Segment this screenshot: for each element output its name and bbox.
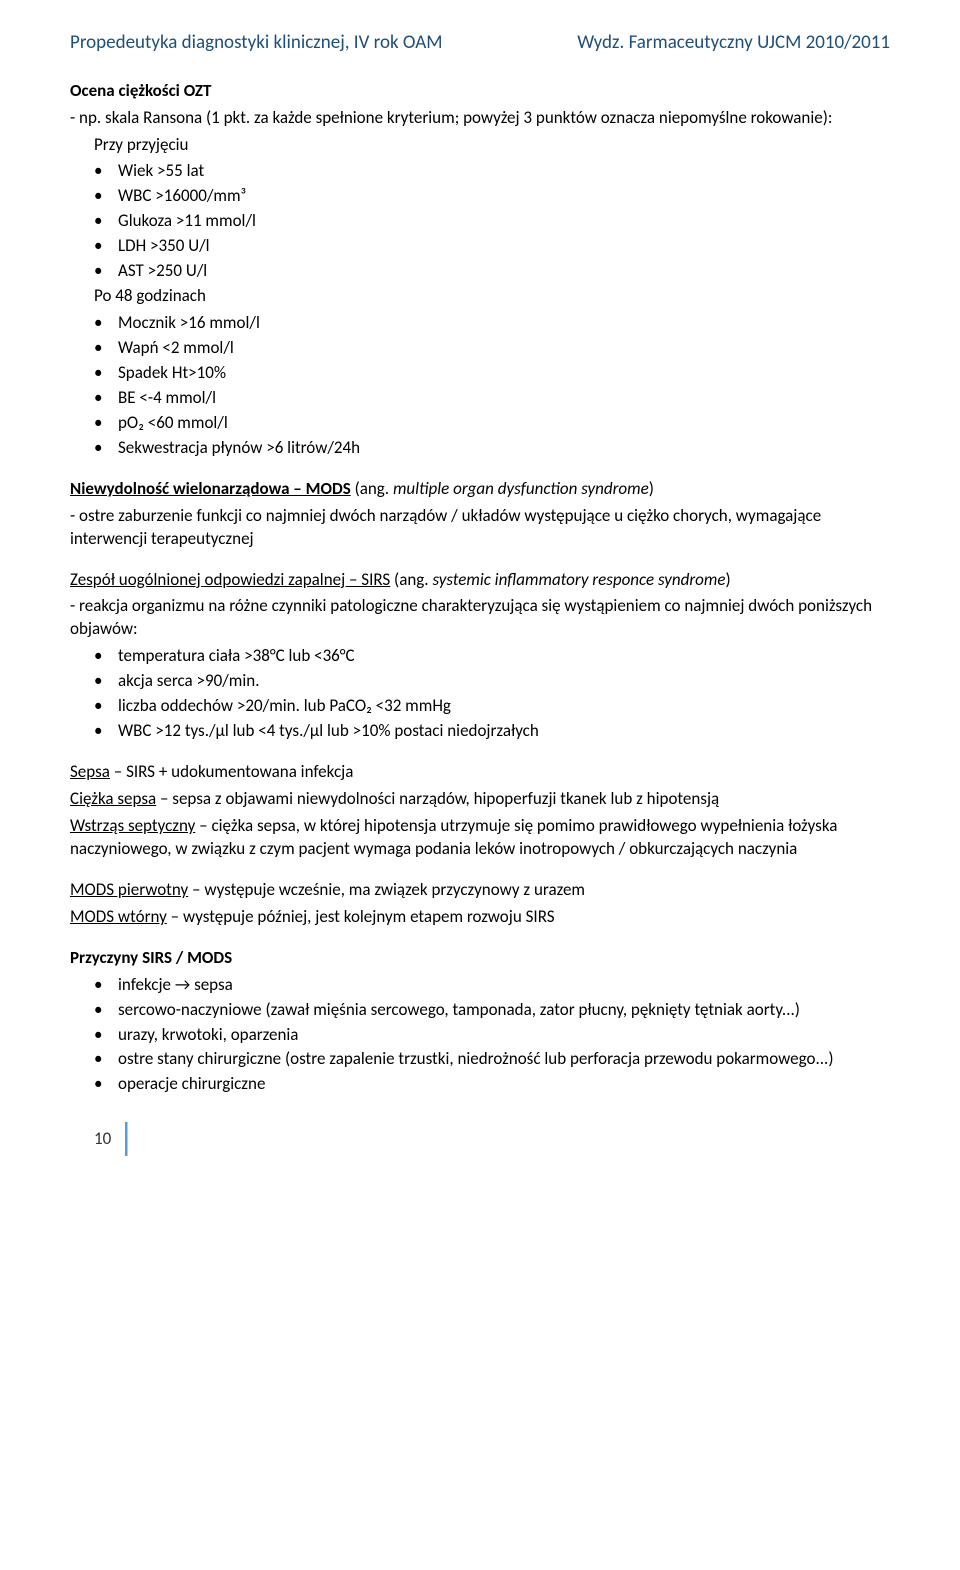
sepsa-def: – SIRS + udokumentowana infekcja bbox=[110, 761, 353, 782]
list-item: LDH >350 U/l bbox=[118, 235, 890, 258]
sepsa-term: Sepsa bbox=[70, 761, 110, 782]
admission-list: Wiek >55 lat WBC >16000/mm³ Glukoza >11 … bbox=[70, 160, 890, 283]
sirs-heading: Zespół uogólnionej odpowiedzi zapalnej –… bbox=[70, 569, 890, 592]
causes-section: Przyczyny SIRS / MODS infekcje → sepsa s… bbox=[70, 947, 890, 1097]
mods-primary-def: – występuje wcześnie, ma związek przyczy… bbox=[188, 879, 585, 900]
list-item: Wapń <2 mmol/l bbox=[118, 337, 890, 360]
mods-ang-close: ) bbox=[649, 478, 654, 499]
list-item: WBC >12 tys./μl lub <4 tys./μl lub >10% … bbox=[118, 720, 890, 743]
list-item: Spadek Ht>10% bbox=[118, 362, 890, 385]
sirs-section: Zespół uogólnionej odpowiedzi zapalnej –… bbox=[70, 569, 890, 744]
sirs-ang-open: (ang. bbox=[390, 569, 432, 590]
sirs-list: temperatura ciała >38°C lub <36°C akcja … bbox=[70, 645, 890, 743]
list-item: Mocznik >16 mmol/l bbox=[118, 312, 890, 335]
list-item: pO₂ <60 mmol/l bbox=[118, 412, 890, 435]
ciezka-def: – sepsa z objawami niewydolności narządó… bbox=[156, 788, 719, 809]
mods-secondary-def: – występuje później, jest kolejnym etape… bbox=[167, 906, 555, 927]
list-item: WBC >16000/mm³ bbox=[118, 185, 890, 208]
list-item: urazy, krwotoki, oparzenia bbox=[118, 1024, 890, 1047]
list-item: infekcje → sepsa bbox=[118, 974, 890, 997]
mods-heading: Niewydolność wielonarządowa – MODS (ang.… bbox=[70, 478, 890, 501]
mods-secondary-row: MODS wtórny – występuje później, jest ko… bbox=[70, 906, 890, 929]
list-item: AST >250 U/l bbox=[118, 260, 890, 283]
sirs-ang-term: systemic inflammatory responce syndrome bbox=[432, 569, 725, 590]
mods-types-section: MODS pierwotny – występuje wcześnie, ma … bbox=[70, 879, 890, 929]
mods-primary-row: MODS pierwotny – występuje wcześnie, ma … bbox=[70, 879, 890, 902]
list-item: operacje chirurgiczne bbox=[118, 1073, 890, 1096]
mods-secondary-term: MODS wtórny bbox=[70, 906, 167, 927]
page-number: 10 bbox=[90, 1126, 115, 1153]
mods-ang-term: multiple organ dysfunction syndrome bbox=[393, 478, 649, 499]
wstrzas-row: Wstrząs septyczny – ciężka sepsa, w któr… bbox=[70, 815, 890, 861]
ozt-title: Ocena ciężkości OZT bbox=[70, 80, 890, 103]
after48-label: Po 48 godzinach bbox=[70, 285, 890, 308]
mods-section: Niewydolność wielonarządowa – MODS (ang.… bbox=[70, 478, 890, 551]
list-item: sercowo-naczyniowe (zawał mięśnia sercow… bbox=[118, 999, 890, 1022]
sirs-definition: - reakcja organizmu na różne czynniki pa… bbox=[70, 595, 890, 641]
list-item: akcja serca >90/min. bbox=[118, 670, 890, 693]
list-item: Glukoza >11 mmol/l bbox=[118, 210, 890, 233]
ozt-section: Ocena ciężkości OZT - np. skala Ransona … bbox=[70, 80, 890, 460]
page-header: Propedeutyka diagnostyki klinicznej, IV … bbox=[70, 30, 890, 56]
mods-primary-term: MODS pierwotny bbox=[70, 879, 188, 900]
sirs-ang-close: ) bbox=[725, 569, 730, 590]
definitions-section: Sepsa – SIRS + udokumentowana infekcja C… bbox=[70, 761, 890, 861]
list-item: BE <-4 mmol/l bbox=[118, 387, 890, 410]
header-left: Propedeutyka diagnostyki klinicznej, IV … bbox=[70, 30, 443, 56]
list-item: temperatura ciała >38°C lub <36°C bbox=[118, 645, 890, 668]
page-footer: 10 bbox=[90, 1122, 890, 1156]
list-item: ostre stany chirurgiczne (ostre zapaleni… bbox=[118, 1048, 890, 1071]
admission-label: Przy przyjęciu bbox=[70, 134, 890, 157]
after48-list: Mocznik >16 mmol/l Wapń <2 mmol/l Spadek… bbox=[70, 312, 890, 460]
mods-title: Niewydolność wielonarządowa – MODS bbox=[70, 478, 351, 499]
list-item: Sekwestracja płynów >6 litrów/24h bbox=[118, 437, 890, 460]
wstrzas-term: Wstrząs septyczny bbox=[70, 815, 195, 836]
header-right: Wydz. Farmaceutyczny UJCM 2010/2011 bbox=[577, 30, 890, 56]
ciezka-row: Ciężka sepsa – sepsa z objawami niewydol… bbox=[70, 788, 890, 811]
list-item: Wiek >55 lat bbox=[118, 160, 890, 183]
ozt-scale-intro: - np. skala Ransona (1 pkt. za każde spe… bbox=[70, 107, 890, 130]
causes-title: Przyczyny SIRS / MODS bbox=[70, 947, 890, 970]
ciezka-term: Ciężka sepsa bbox=[70, 788, 156, 809]
mods-ang-open: (ang. bbox=[351, 478, 393, 499]
list-item: liczba oddechów >20/min. lub PaCO₂ <32 m… bbox=[118, 695, 890, 718]
page-number-bar bbox=[125, 1122, 128, 1156]
sirs-title: Zespół uogólnionej odpowiedzi zapalnej –… bbox=[70, 569, 390, 590]
sepsa-row: Sepsa – SIRS + udokumentowana infekcja bbox=[70, 761, 890, 784]
mods-definition: - ostre zaburzenie funkcji co najmniej d… bbox=[70, 505, 890, 551]
causes-list: infekcje → sepsa sercowo-naczyniowe (zaw… bbox=[70, 974, 890, 1097]
